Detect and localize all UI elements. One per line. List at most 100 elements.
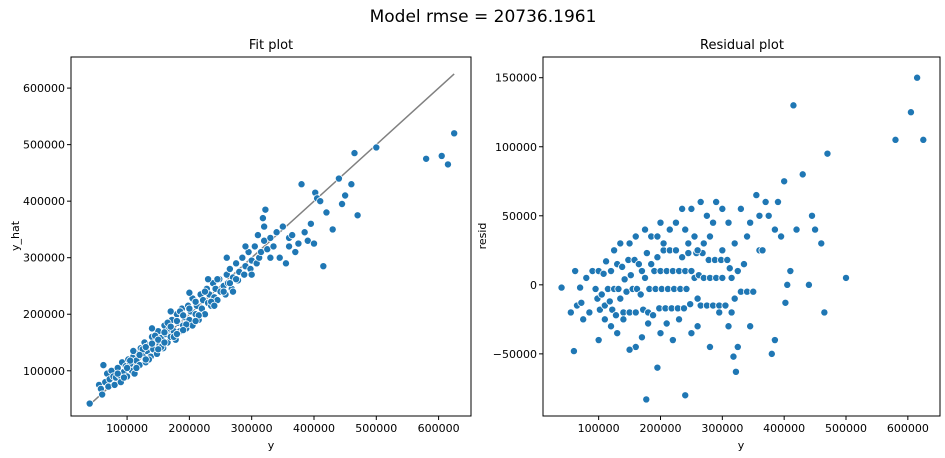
residual-plot-point xyxy=(687,329,696,338)
residual-plot-point xyxy=(727,308,736,317)
residual-plot-point xyxy=(687,267,696,276)
residual-plot-point xyxy=(721,301,730,310)
residual-plot-panel: Residual plot 100000 200000 300000 400000 50… xyxy=(476,38,941,452)
residual-plot-point xyxy=(634,260,643,269)
residual-plot-point xyxy=(693,322,702,331)
residual-plot-point xyxy=(626,271,635,280)
residual-plot-x-tick-label: 500000 xyxy=(825,422,867,435)
fit-plot-point xyxy=(129,346,138,355)
residual-plot-point xyxy=(702,211,711,220)
fit-plot-point xyxy=(338,199,347,208)
fit-plot-point xyxy=(147,324,156,333)
fit-plot-point xyxy=(172,317,181,326)
residual-plot-point xyxy=(579,315,588,324)
fit-plot-point xyxy=(141,343,150,352)
residual-plot-point xyxy=(770,225,779,234)
fit-plot-point xyxy=(191,297,200,306)
fit-plot-point xyxy=(225,265,234,274)
residual-plot-x-tick-label: 600000 xyxy=(887,422,929,435)
fit-plot-point xyxy=(291,248,300,257)
fit-plot-point xyxy=(113,369,122,378)
residual-plot-point xyxy=(671,246,680,255)
fit-plot-point xyxy=(228,287,237,296)
fit-plot-point xyxy=(294,239,303,248)
fit-plot-point xyxy=(334,174,343,183)
fit-plot-point xyxy=(253,231,262,240)
residual-plot-y-tick-label: 150000 xyxy=(495,72,537,85)
residual-plot-point xyxy=(705,342,714,351)
fit-plot-x-tick-label: 100000 xyxy=(106,422,148,435)
fit-plot-title: Fit plot xyxy=(249,38,293,53)
fit-plot-point xyxy=(272,228,281,237)
residual-plot-point xyxy=(724,218,733,227)
fit-plot-point xyxy=(297,180,306,189)
fit-plot-point xyxy=(232,259,241,268)
residual-plot-y-tick-label: −50000 xyxy=(493,348,537,361)
residual-plot-point xyxy=(727,273,736,282)
fit-plot-point xyxy=(213,275,222,284)
residual-plot-point xyxy=(582,273,591,282)
residual-plot-point xyxy=(641,225,650,234)
residual-plot-point xyxy=(620,275,629,284)
residual-plot-point xyxy=(777,232,786,241)
residual-plot-point xyxy=(820,308,829,317)
fit-plot-marks xyxy=(85,73,459,408)
residual-plot-point xyxy=(817,239,826,248)
residual-plot-point xyxy=(724,322,733,331)
residual-plot-point xyxy=(656,218,665,227)
fit-plot-y-tick-label: 300000 xyxy=(23,252,65,265)
residual-plot-x-tick-label: 100000 xyxy=(578,422,620,435)
residual-plot-x-tick-label: 400000 xyxy=(763,422,805,435)
residual-plot-point xyxy=(631,232,640,241)
fit-plot-point xyxy=(160,338,169,347)
residual-plot-point xyxy=(602,257,611,266)
residual-plot-point xyxy=(749,287,758,296)
residual-plot-point xyxy=(823,149,832,158)
residual-plot-point xyxy=(764,211,773,220)
residual-plot-point xyxy=(811,225,820,234)
fit-plot-point xyxy=(179,311,188,320)
residual-plot-point xyxy=(642,395,651,404)
fit-plot-y-tick-label: 600000 xyxy=(23,82,65,95)
residual-plot-point xyxy=(577,298,586,307)
fit-plot-point xyxy=(123,363,132,372)
fit-plot-point xyxy=(266,233,275,242)
residual-plot-point xyxy=(705,232,714,241)
residual-plot-point xyxy=(659,239,668,248)
residual-plot-point xyxy=(591,284,600,293)
residual-plot-point xyxy=(681,391,690,400)
fit-plot-point xyxy=(350,149,359,158)
residual-plot-point xyxy=(611,311,620,320)
residual-plot-point xyxy=(780,177,789,186)
residual-plot-point xyxy=(730,239,739,248)
residual-plot-point xyxy=(616,239,625,248)
residual-plot-point xyxy=(571,267,580,276)
residual-plot-point xyxy=(752,191,761,200)
residual-plot-x-tick-label: 200000 xyxy=(639,422,681,435)
residual-plot-y-axis-label: resid xyxy=(476,223,489,250)
figure-suptitle: Model rmse = 20736.1961 xyxy=(370,7,597,27)
residual-plot-point xyxy=(758,246,767,255)
residual-plot-point xyxy=(653,253,662,262)
fit-plot-point xyxy=(288,231,297,240)
residual-plot-x-ticks: 100000 200000 300000 400000 500000 600000 xyxy=(578,416,929,435)
residual-plot-point xyxy=(693,246,702,255)
fit-plot-point xyxy=(261,205,270,214)
residual-plot-point xyxy=(671,218,680,227)
residual-plot-point xyxy=(619,315,628,324)
residual-plot-point xyxy=(679,304,688,313)
residual-plot-point xyxy=(576,283,585,292)
residual-plot-point xyxy=(718,273,727,282)
residual-plot-point xyxy=(715,308,724,317)
fit-plot-point xyxy=(443,160,452,169)
residual-plot-point xyxy=(557,283,566,292)
fit-plot-point xyxy=(204,275,213,284)
residual-plot-point xyxy=(770,336,779,345)
residual-plot-point xyxy=(569,347,578,356)
fit-plot-y-tick-label: 500000 xyxy=(23,139,65,152)
fit-plot-point xyxy=(147,339,156,348)
residual-plot-point xyxy=(585,308,594,317)
residual-plot-point xyxy=(718,204,727,213)
residual-plot-point xyxy=(761,197,770,206)
